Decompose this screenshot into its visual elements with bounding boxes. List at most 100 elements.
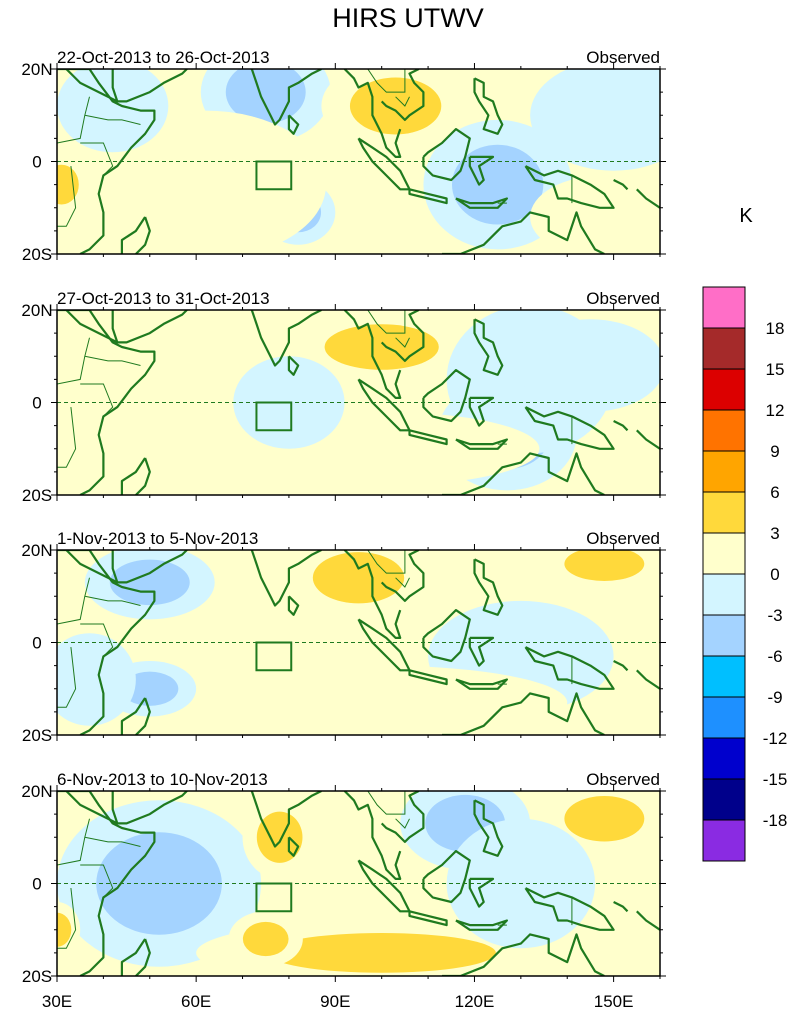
coastline	[468, 396, 495, 427]
coastline	[287, 595, 300, 616]
anomaly-contour	[57, 164, 79, 205]
colorbar-swatch	[702, 655, 746, 698]
colorbar-label: -6	[767, 647, 782, 666]
coastline	[455, 197, 508, 209]
lat-tick-label: 20S	[22, 245, 52, 264]
lon-tick-label: 150E	[594, 992, 634, 1011]
border	[80, 142, 114, 176]
border	[367, 550, 406, 574]
anomaly-contour	[530, 69, 660, 171]
colorbar-units: K	[739, 205, 753, 227]
panel-label: Observed	[586, 289, 660, 308]
anomaly-feature	[196, 633, 289, 680]
colorbar-label: 12	[766, 401, 785, 420]
region-box	[255, 401, 293, 432]
panel-2: 27-Oct-2013 to 31-Oct-2013 Observed 20N 0 20…	[21, 287, 666, 505]
colorbar-label: 0	[770, 565, 779, 584]
coastline	[422, 850, 471, 904]
border	[57, 818, 90, 866]
anomaly-contour	[324, 324, 439, 370]
panel-3: 1-Nov-2013 to 5-Nov-2013 Observed 20N 0 20S	[21, 529, 666, 745]
anomaly-feature	[530, 175, 660, 254]
ticks	[51, 785, 666, 982]
lon-tick-label: 120E	[455, 992, 495, 1011]
panel-map-area	[57, 550, 660, 735]
panel-period: 27-Oct-2013 to 31-Oct-2013	[57, 289, 270, 308]
anomaly-contour	[242, 921, 289, 957]
anomaly-feature	[288, 310, 475, 384]
anomaly-feature	[242, 795, 317, 879]
coastline	[357, 859, 411, 913]
anomaly-contour	[312, 552, 405, 604]
lat-tick-label: 20S	[22, 486, 52, 505]
coastline	[250, 550, 322, 607]
coastline	[57, 310, 156, 495]
coastline	[380, 69, 425, 121]
panel-label: Observed	[586, 529, 660, 548]
border	[84, 355, 141, 366]
coastline	[111, 69, 188, 103]
coastline	[135, 457, 151, 495]
anomaly-contour	[516, 319, 660, 412]
colorbar-label: -15	[763, 770, 788, 789]
coastline	[468, 155, 495, 186]
coastline	[613, 420, 629, 432]
anomaly-contour	[267, 932, 496, 973]
coastline	[422, 369, 471, 423]
region-box	[255, 160, 293, 191]
figure-title: HIRS UTWV	[332, 3, 484, 33]
colorbar-swatch	[702, 286, 746, 329]
coastline	[636, 188, 660, 209]
coastline	[468, 877, 495, 908]
border	[57, 337, 90, 385]
panel-period: 6-Nov-2013 to 10-Nov-2013	[57, 770, 268, 789]
colorbar-swatch	[702, 737, 746, 780]
border	[57, 407, 77, 468]
coastlines	[57, 550, 660, 735]
border	[57, 96, 90, 144]
panel-4: 6-Nov-2013 to 10-Nov-2013 Observed 20N 0 20S	[21, 770, 666, 986]
lat-tick-label: 20S	[22, 967, 52, 986]
coastline	[468, 636, 495, 667]
border	[80, 864, 114, 898]
lat-tick-label: 20N	[21, 301, 52, 320]
panels: 22-Oct-2013 to 26-Oct-2013 Observed 20N 0 20…	[21, 46, 666, 986]
coastline	[475, 287, 480, 301]
lon-tick-label: 90E	[320, 992, 350, 1011]
anomaly-feature	[228, 911, 303, 967]
lon-tick-label: 60E	[181, 992, 211, 1011]
colorbar-label: 3	[770, 524, 779, 543]
coastline	[475, 46, 480, 60]
border	[80, 383, 114, 417]
coastline	[57, 791, 156, 976]
anomaly-contour	[564, 795, 645, 842]
coastline	[473, 799, 504, 857]
coastline	[636, 429, 660, 450]
anomaly-feature	[530, 69, 660, 171]
ticks	[51, 304, 666, 501]
anomaly-feature	[84, 550, 215, 620]
coastline	[135, 938, 151, 976]
anomaly-feature	[89, 314, 257, 371]
colorbar-swatch	[702, 368, 746, 411]
anomaly-contour	[530, 175, 660, 254]
anomaly-contour	[349, 77, 442, 135]
coastlines	[57, 287, 660, 495]
border	[84, 595, 141, 606]
coastline	[613, 179, 629, 191]
coastline	[428, 791, 431, 792]
colorbar-label: -9	[767, 688, 782, 707]
lat-tick-label: 20N	[21, 541, 52, 560]
coastline	[473, 77, 504, 135]
panel-label: Observed	[586, 770, 660, 789]
panel-1: 22-Oct-2013 to 26-Oct-2013 Observed 20N 0 20…	[21, 46, 666, 264]
coastline	[287, 114, 300, 135]
colorbar-swatch	[702, 696, 746, 739]
lat-tick-label: 0	[32, 634, 41, 653]
coastline	[422, 609, 471, 663]
coastline	[613, 660, 629, 672]
coastline	[357, 618, 411, 672]
anomaly-feature	[516, 319, 660, 412]
lat-tick-label: 20N	[21, 782, 52, 801]
